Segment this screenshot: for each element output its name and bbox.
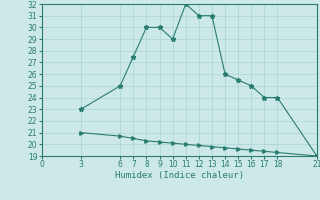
X-axis label: Humidex (Indice chaleur): Humidex (Indice chaleur) [115, 171, 244, 180]
